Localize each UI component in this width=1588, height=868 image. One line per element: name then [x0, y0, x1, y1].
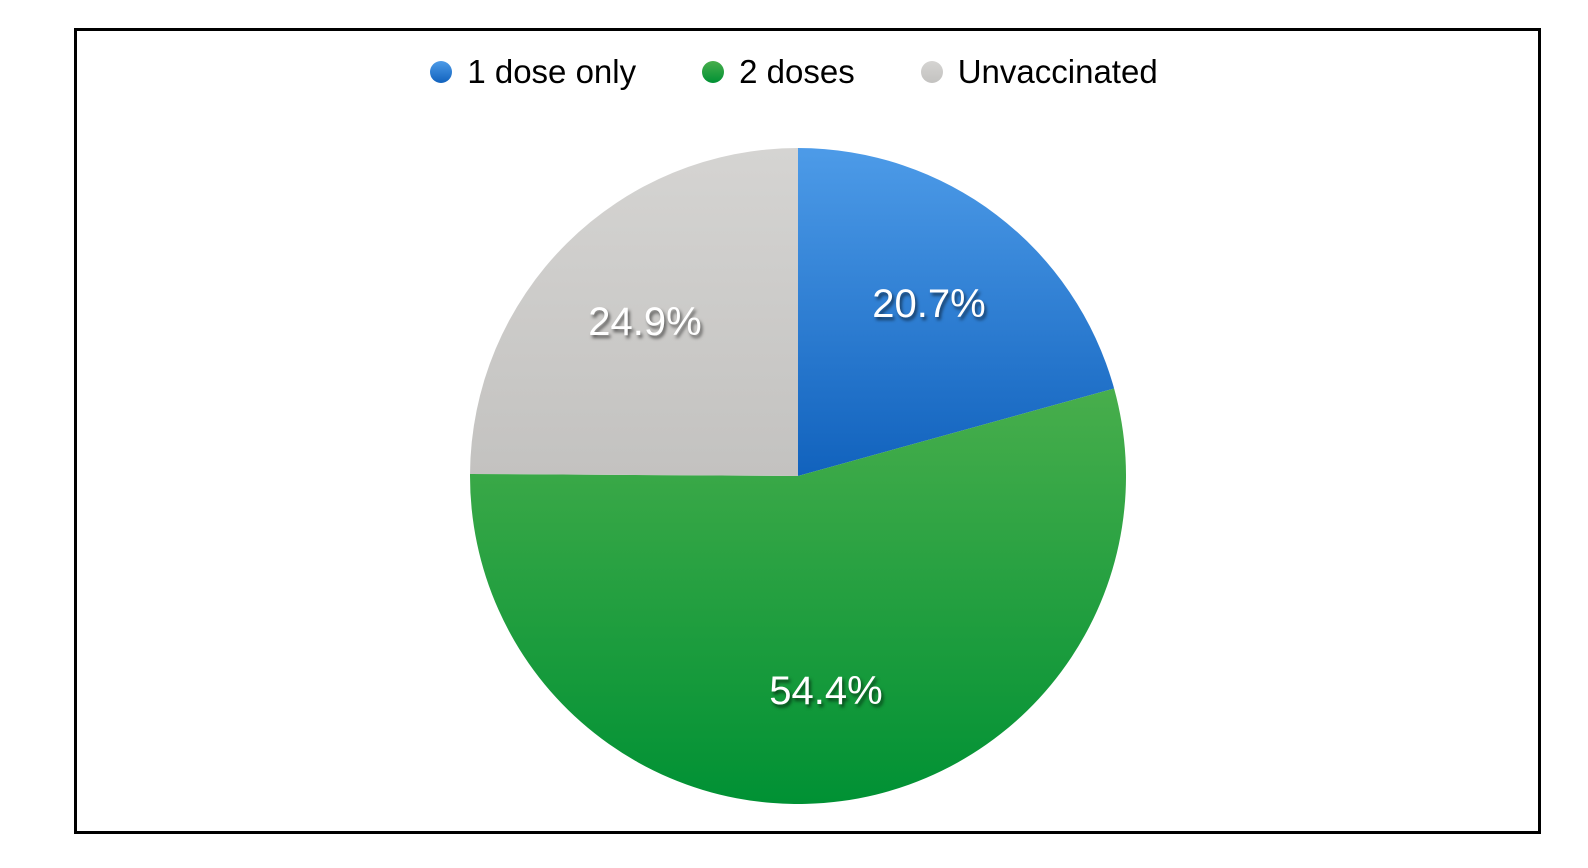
pie-slice-1-dose-only[interactable]: [798, 148, 1115, 476]
legend-item-unvaccinated[interactable]: Unvaccinated: [920, 53, 1158, 91]
pie-slice-unvaccinated[interactable]: [470, 148, 798, 476]
slice-value-label: 20.7%: [872, 282, 986, 326]
slice-value-label: 24.9%: [588, 300, 702, 344]
pie-chart: [470, 148, 1126, 804]
pie-slice-2-doses[interactable]: [470, 388, 1126, 804]
legend-item-2-doses[interactable]: 2 doses: [702, 53, 855, 91]
legend-swatch-icon: [430, 61, 453, 83]
slice-value-label: 54.4%: [769, 669, 883, 713]
legend-item-1-dose-only[interactable]: 1 dose only: [430, 53, 636, 91]
legend-item-label: 1 dose only: [467, 53, 637, 90]
legend-item-label: Unvaccinated: [957, 53, 1158, 90]
legend-swatch-icon: [920, 61, 943, 83]
legend-swatch-icon: [702, 61, 725, 83]
chart-legend: 1 dose only 2 doses Unvaccinated: [0, 53, 1588, 91]
legend-item-label: 2 doses: [739, 53, 855, 90]
